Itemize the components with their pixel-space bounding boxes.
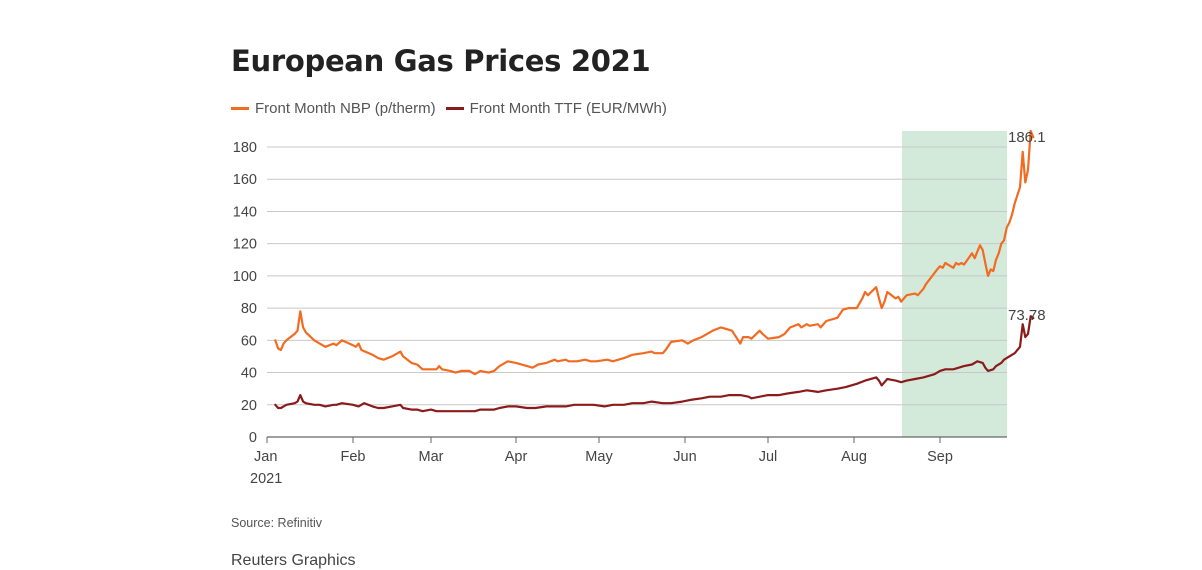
legend: Front Month NBP (p/therm) Front Month TT… xyxy=(231,100,677,117)
legend-item-ttf: Front Month TTF (EUR/MWh) xyxy=(445,100,667,117)
y-tick-label: 140 xyxy=(233,204,257,220)
end-label-ttf: 73.78 xyxy=(1008,307,1046,324)
end-label-nbp: 186.1 xyxy=(1008,129,1046,146)
x-tick-label: Mar xyxy=(419,449,444,465)
x-tick-label: Jul xyxy=(759,449,778,465)
y-tick-label: 40 xyxy=(241,366,257,382)
legend-swatch-ttf xyxy=(445,107,464,110)
y-tick-label: 80 xyxy=(241,301,257,317)
y-tick-label: 20 xyxy=(241,398,257,414)
series-line-nbp xyxy=(274,129,1035,376)
x-tick-label: Jan xyxy=(254,449,277,465)
credit-note: Reuters Graphics xyxy=(231,552,356,569)
x-tick-label: Sep xyxy=(927,449,953,465)
series-line-ttf xyxy=(274,315,1035,413)
highlight-layer xyxy=(902,131,1007,437)
legend-item-nbp: Front Month NBP (p/therm) xyxy=(231,100,436,117)
y-tick-label: 180 xyxy=(233,140,257,156)
x-tick-label: Jun xyxy=(673,449,696,465)
x-tick-label: Apr xyxy=(505,449,528,465)
highlight-region xyxy=(902,131,1007,437)
source-note: Source: Refinitiv xyxy=(231,516,323,530)
grid-layer xyxy=(266,146,1007,443)
x-tick-sublabel: 2021 xyxy=(250,471,282,487)
y-tick-label: 0 xyxy=(249,430,257,446)
y-tick-label: 60 xyxy=(241,333,257,349)
label-layer: 0 20 40 60 80 100 120 140 160 180 Jan 2021 Feb Mar Apr… xyxy=(233,129,1046,487)
x-tick-label: May xyxy=(585,449,613,465)
y-tick-label: 160 xyxy=(233,172,257,188)
x-tick-label: Aug xyxy=(841,449,867,465)
legend-label-nbp: Front Month NBP (p/therm) xyxy=(255,100,436,117)
chart-title: European Gas Prices 2021 xyxy=(231,44,651,78)
legend-swatch-nbp xyxy=(231,107,249,110)
legend-label-ttf: Front Month TTF (EUR/MWh) xyxy=(469,100,667,117)
y-tick-label: 100 xyxy=(233,269,257,285)
x-tick-label: Feb xyxy=(341,449,366,465)
y-tick-label: 120 xyxy=(233,237,257,253)
series-layer xyxy=(274,129,1035,413)
